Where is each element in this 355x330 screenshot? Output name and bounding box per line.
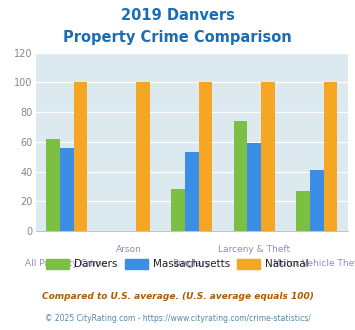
Text: Burglary: Burglary (173, 259, 211, 268)
Text: 2019 Danvers: 2019 Danvers (121, 8, 234, 23)
Bar (247, 143, 261, 231)
Legend: Danvers, Massachusetts, National: Danvers, Massachusetts, National (42, 255, 313, 274)
Text: © 2025 CityRating.com - https://www.cityrating.com/crime-statistics/: © 2025 CityRating.com - https://www.city… (45, 314, 310, 323)
Bar (136, 82, 150, 231)
Bar (198, 82, 212, 231)
Bar (171, 189, 185, 231)
Bar (296, 191, 310, 231)
Text: All Property Crime: All Property Crime (26, 259, 108, 268)
Text: Arson: Arson (116, 245, 142, 254)
Bar (185, 152, 198, 231)
Text: Compared to U.S. average. (U.S. average equals 100): Compared to U.S. average. (U.S. average … (42, 292, 313, 301)
Bar (73, 82, 87, 231)
Bar (46, 139, 60, 231)
Text: Motor Vehicle Theft: Motor Vehicle Theft (273, 259, 355, 268)
Bar (234, 121, 247, 231)
Bar (323, 82, 337, 231)
Bar (261, 82, 275, 231)
Text: Larceny & Theft: Larceny & Theft (218, 245, 290, 254)
Bar (60, 148, 73, 231)
Text: Property Crime Comparison: Property Crime Comparison (63, 30, 292, 45)
Bar (310, 170, 323, 231)
